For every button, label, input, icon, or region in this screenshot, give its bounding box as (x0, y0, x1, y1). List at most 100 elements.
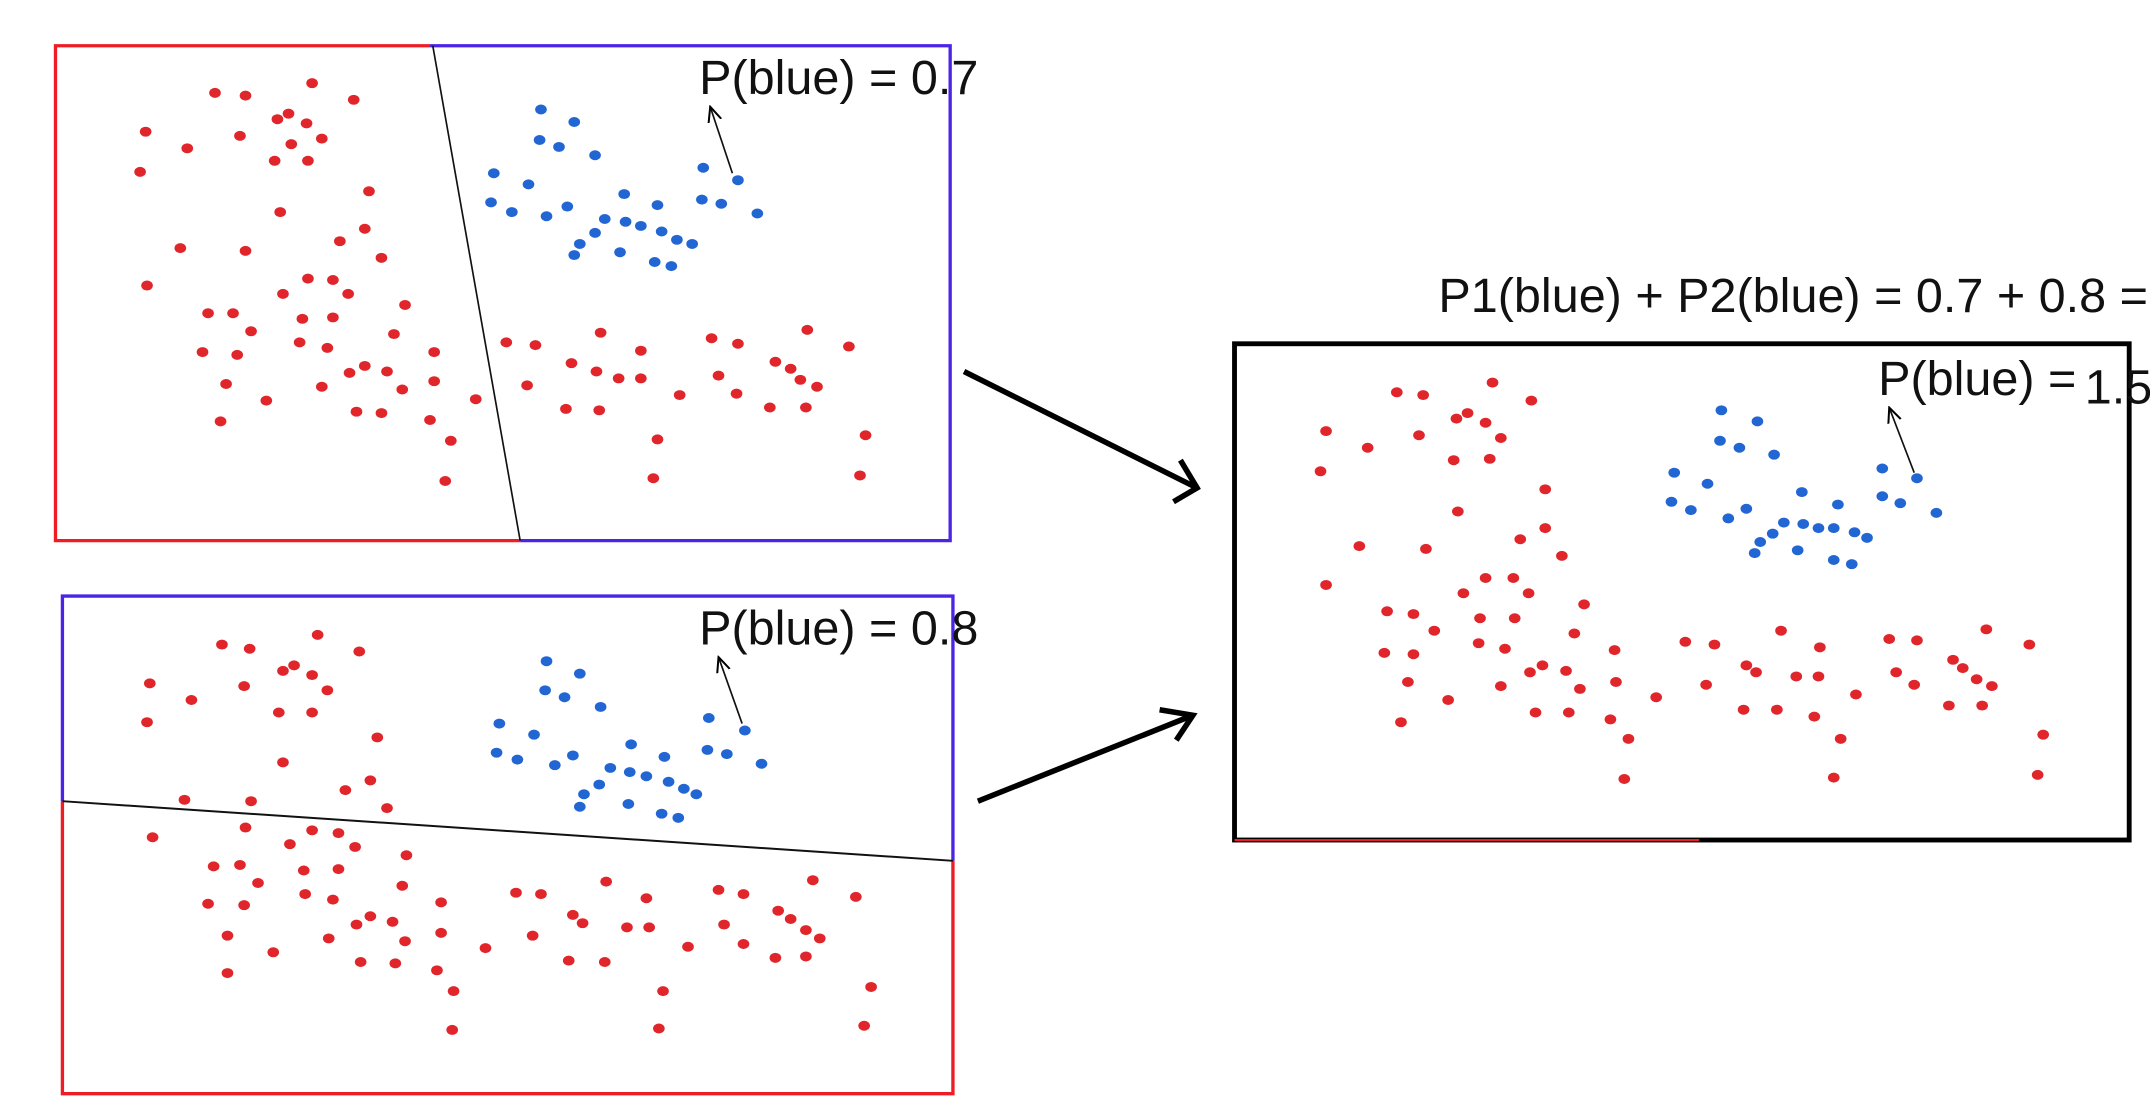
top-red-point (268, 155, 281, 166)
combined-red-point (1574, 683, 1586, 694)
top-red-point (764, 402, 776, 413)
bottom-red-point (354, 957, 367, 967)
combined-label-pointer-arrow (1889, 408, 1915, 473)
combined-red-point (1740, 660, 1753, 671)
top-blue-point (715, 198, 728, 209)
bottom-red-point (221, 930, 234, 941)
combined-red-point (1618, 774, 1631, 785)
bottom-blue-point (721, 749, 733, 760)
combined-probability-label: P(blue) = 1.5 (1878, 352, 2150, 414)
combined-red-point (1976, 700, 1988, 711)
top-red-point (282, 108, 295, 119)
top-red-point (647, 473, 660, 484)
bottom-red-point (813, 933, 826, 944)
combined-blue-point (1812, 523, 1825, 534)
top-red-point (521, 380, 533, 391)
top-red-point (859, 430, 872, 441)
bottom-red-point (850, 891, 862, 902)
bottom-blue-point (594, 701, 607, 712)
top-decision-boundary (431, 45, 521, 541)
bottom-red-point (400, 850, 413, 861)
bottom-red-point (640, 893, 653, 904)
top-blue-point (487, 168, 500, 179)
top-blue-point (614, 247, 626, 258)
combined-blue-point (1740, 503, 1753, 514)
combined-red-point (1314, 466, 1327, 477)
bottom-model-panel: P(blue) = 0.8 (60, 594, 978, 1096)
top-red-point (800, 402, 812, 413)
combined-model-panel: P(blue) = 1.5 (1232, 341, 2150, 843)
combined-red-point (1679, 636, 1692, 647)
combined-blue-point (1714, 435, 1726, 446)
combined-red-point (1428, 625, 1441, 636)
top-red-region-border (53, 44, 521, 543)
combine-arrows (962, 369, 1201, 804)
top-red-point (769, 356, 782, 367)
bottom-label-pointer-arrow (719, 657, 743, 724)
combined-blue-point (1797, 518, 1810, 529)
combined-red-point (1970, 674, 1983, 685)
top-red-point (388, 329, 400, 340)
combined-blue-point (1827, 555, 1840, 566)
top-red-point (209, 87, 221, 98)
top-blue-point (561, 201, 574, 212)
top-red-point (196, 347, 209, 358)
top-blue-point (535, 104, 547, 115)
bottom-red-point (479, 943, 492, 954)
combined-red-point (1420, 543, 1432, 554)
bottom-red-point (332, 864, 345, 875)
combined-red-point (1650, 692, 1663, 703)
bottom-red-point (598, 957, 611, 967)
top-red-point (245, 326, 257, 337)
top-red-point (306, 78, 318, 89)
combined-red-point (1850, 689, 1862, 700)
bottom-panel-background (62, 596, 953, 1094)
top-red-points (134, 78, 872, 486)
top-red-point (732, 338, 744, 349)
bottom-red-region-border (60, 801, 955, 1096)
combined-red-point (1539, 523, 1552, 534)
top-red-point (134, 166, 146, 177)
combined-red-point (1560, 665, 1572, 676)
bottom-red-point (238, 681, 250, 692)
top-red-point (260, 395, 273, 406)
bottom-red-point (299, 889, 311, 900)
bottom-red-point (784, 914, 797, 925)
top-red-point (174, 243, 187, 254)
top-red-point (358, 223, 371, 234)
top-red-point (334, 236, 346, 247)
combined-red-point (1353, 541, 1366, 552)
top-red-point (350, 406, 363, 417)
bottom-blue-point (678, 783, 690, 794)
top-red-point (302, 155, 314, 166)
top-red-point (271, 114, 284, 125)
bottom-red-point (321, 685, 334, 696)
combined-red-point (1381, 606, 1393, 617)
bottom-blue-point (549, 760, 561, 771)
top-red-point (375, 252, 388, 263)
bottom-red-point (277, 665, 289, 676)
bottom-blue-point (490, 747, 503, 758)
top-blue-point (573, 238, 586, 249)
combined-red-point (1450, 413, 1463, 424)
top-red-point (181, 143, 194, 154)
top-blue-point (655, 226, 668, 237)
combined-red-point (1407, 609, 1420, 620)
bottom-red-point (277, 757, 289, 768)
top-red-point (651, 434, 664, 445)
combined-red-point (1834, 733, 1847, 744)
combined-red-point (1474, 613, 1486, 624)
combined-probability-prefix: P(blue) = (1878, 352, 2076, 406)
combined-red-point (2031, 769, 2044, 780)
top-blue-point (697, 162, 710, 173)
combined-red-point (1943, 700, 1955, 711)
bottom-red-point (526, 930, 539, 941)
top-red-point (327, 312, 339, 323)
bottom-red-point (339, 785, 352, 796)
top-red-point (730, 388, 743, 399)
bottom-blue-region-border (60, 594, 955, 861)
combined-red-point (1737, 704, 1750, 715)
combined-red-point (2023, 639, 2036, 650)
bottom-red-point (364, 775, 377, 786)
top-blue-point (553, 141, 565, 152)
